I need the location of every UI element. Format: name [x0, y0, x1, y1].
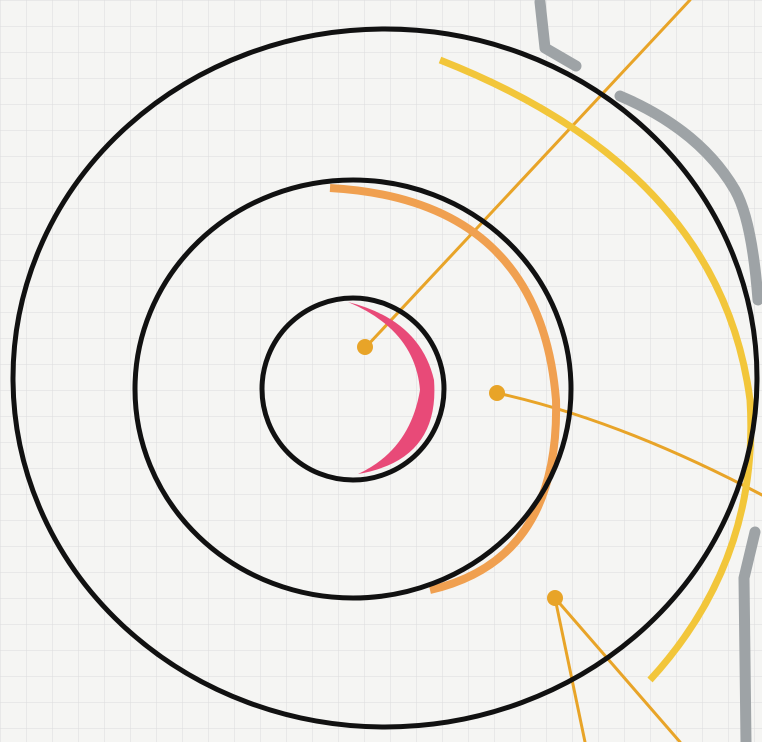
pointer-line	[553, 596, 682, 742]
pointer-dot	[357, 339, 373, 355]
rings	[10, 26, 760, 730]
gray-mark	[738, 526, 761, 742]
pointer-lines	[363, 0, 762, 742]
gray-mark	[614, 90, 762, 306]
inner-ring	[259, 295, 447, 483]
pointer-dots	[357, 339, 563, 606]
pointer-dot	[547, 590, 563, 606]
pointer-line	[363, 0, 692, 350]
gray-marks	[534, 0, 762, 742]
pointer-line	[553, 596, 587, 742]
middle-highlight	[329, 184, 561, 594]
outer-ring	[10, 26, 760, 730]
pointer-dot	[489, 385, 505, 401]
gray-mark	[534, 0, 582, 72]
middle-ring	[132, 177, 574, 601]
pointer-line	[495, 391, 762, 497]
outer-highlight	[438, 56, 755, 683]
inner-highlight	[348, 302, 435, 474]
